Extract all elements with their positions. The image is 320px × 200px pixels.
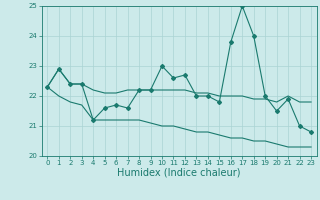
X-axis label: Humidex (Indice chaleur): Humidex (Indice chaleur) — [117, 168, 241, 178]
